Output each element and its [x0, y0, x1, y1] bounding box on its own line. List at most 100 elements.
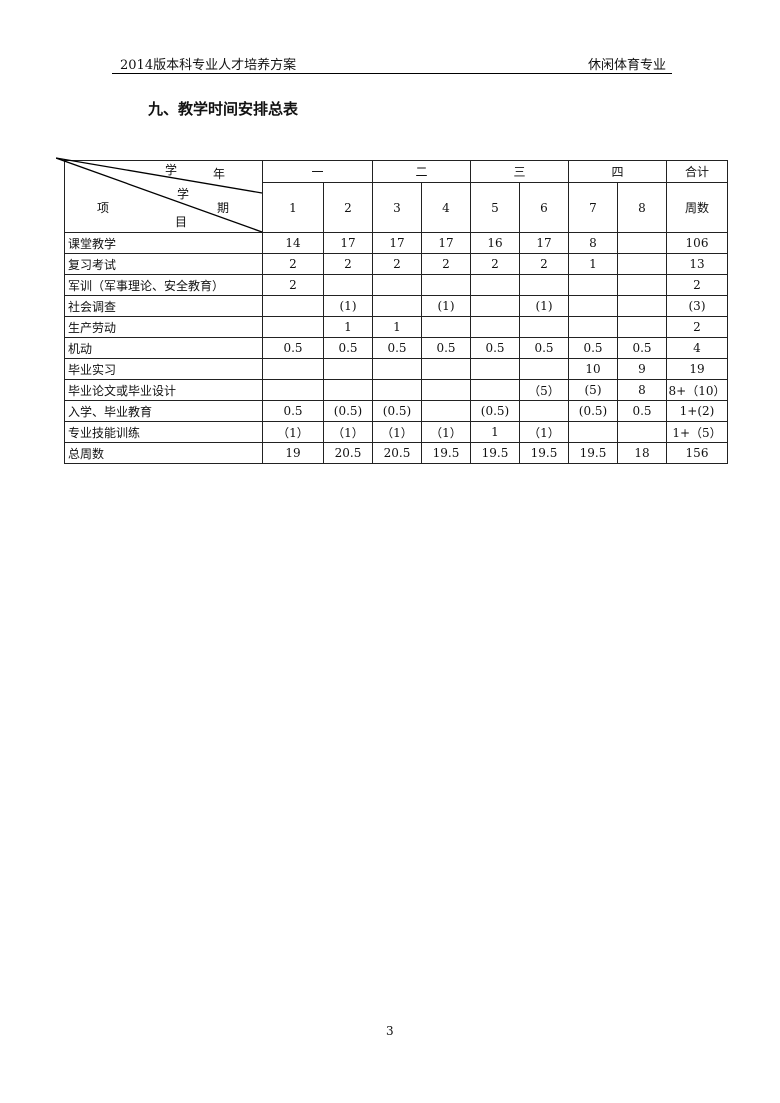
table-cell: 0.5: [372, 337, 422, 359]
row-label: 专业技能训练: [64, 421, 263, 443]
table-cell: 19: [666, 358, 728, 380]
corner-term2: 期: [217, 201, 230, 215]
row-label: 总周数: [64, 442, 263, 464]
table-cell: 19.5: [519, 442, 569, 464]
table-cell: [568, 421, 618, 443]
table-cell: 2: [372, 253, 422, 275]
table-cell: [617, 253, 667, 275]
row-label: 军训（军事理论、安全教育）: [64, 274, 263, 296]
table-cell: [617, 316, 667, 338]
table-cell: [323, 274, 373, 296]
table-cell: (1): [323, 295, 373, 317]
table-cell: [568, 274, 618, 296]
table-cell: （1）: [421, 421, 471, 443]
table-cell: (0.5): [372, 400, 422, 422]
section-title: 九、教学时间安排总表: [148, 100, 299, 118]
table-cell: 2: [666, 316, 728, 338]
table-cell: 14: [262, 232, 324, 254]
term-header: 6: [519, 182, 569, 233]
table-cell: [372, 295, 422, 317]
table-cell: 19: [262, 442, 324, 464]
table-row: 课堂教学 14 17 17 17 16 17 8 106: [64, 232, 728, 254]
table-cell: [421, 274, 471, 296]
table-cell: (0.5): [568, 400, 618, 422]
table-cell: [617, 295, 667, 317]
table-cell: [519, 400, 569, 422]
table-cell: [372, 379, 422, 401]
row-label: 复习考试: [64, 253, 263, 275]
table-cell: 0.5: [568, 337, 618, 359]
header-right: 休闲体育专业: [588, 58, 667, 73]
table-cell: (0.5): [323, 400, 373, 422]
table-cell: 20.5: [372, 442, 422, 464]
table-cell: （1）: [323, 421, 373, 443]
table-cell: 8: [568, 232, 618, 254]
table-cell: (5): [568, 379, 618, 401]
table-cell: [421, 316, 471, 338]
row-label: 毕业论文或毕业设计: [64, 379, 263, 401]
table-row: 总周数 19 20.5 20.5 19.5 19.5 19.5 19.5 18 156: [64, 442, 728, 464]
table-cell: 20.5: [323, 442, 373, 464]
table-cell: 19.5: [421, 442, 471, 464]
table-cell: [470, 274, 520, 296]
row-label: 机动: [64, 337, 263, 359]
table-cell: [617, 274, 667, 296]
table-cell: (0.5): [470, 400, 520, 422]
table-row: 复习考试 2 2 2 2 2 2 1 13: [64, 253, 728, 275]
table-row: 军训（军事理论、安全教育） 2 2: [64, 274, 728, 296]
table-row: 毕业实习 10 9 19: [64, 358, 728, 380]
table-cell: 2: [262, 274, 324, 296]
table-cell: 2: [323, 253, 373, 275]
table-row: 专业技能训练 （1） （1） （1） （1） 1 （1） 1+（5）: [64, 421, 728, 443]
corner-year: 学: [165, 163, 178, 177]
table-cell: [617, 232, 667, 254]
year-3: 三: [470, 160, 569, 183]
table-cell: 0.5: [421, 337, 471, 359]
header-rule: [112, 73, 672, 74]
year-row: 学 年 学 期 项 目 一 二 三 四 合计: [64, 160, 728, 233]
schedule-table: 学 年 学 期 项 目 一 二 三 四 合计 1 2 3 4 5 6 7 8 周数 课堂教学 14…: [64, 160, 728, 464]
table-cell: 19.5: [568, 442, 618, 464]
table-cell: 0.5: [262, 400, 324, 422]
term-header: 周数: [666, 182, 728, 233]
corner-item: 项: [97, 201, 110, 215]
table-cell: [262, 316, 324, 338]
term-header: 1: [262, 182, 324, 233]
table-cell: [372, 274, 422, 296]
row-label: 毕业实习: [64, 358, 263, 380]
table-row: 生产劳动 1 1 2: [64, 316, 728, 338]
table-cell: 18: [617, 442, 667, 464]
term-header: 4: [421, 182, 471, 233]
diagonal-header-lines: [56, 157, 263, 233]
table-cell: 2: [666, 274, 728, 296]
table-cell: （1）: [262, 421, 324, 443]
table-cell: 0.5: [262, 337, 324, 359]
table-cell: 16: [470, 232, 520, 254]
year-2: 二: [372, 160, 471, 183]
total-header: 合计: [666, 160, 728, 183]
table-cell: [470, 316, 520, 338]
table-cell: 1: [323, 316, 373, 338]
table-cell: [470, 358, 520, 380]
table-cell: [470, 295, 520, 317]
table-cell: 2: [470, 253, 520, 275]
table-cell: 8: [617, 379, 667, 401]
table-cell: [421, 358, 471, 380]
table-cell: [617, 421, 667, 443]
table-cell: 2: [421, 253, 471, 275]
table-cell: （1）: [372, 421, 422, 443]
table-cell: 10: [568, 358, 618, 380]
table-cell: [421, 400, 471, 422]
table-cell: 19.5: [470, 442, 520, 464]
table-cell: 17: [372, 232, 422, 254]
term-header: 5: [470, 182, 520, 233]
table-cell: 2: [262, 253, 324, 275]
table-cell: [323, 358, 373, 380]
table-cell: 1+(2): [666, 400, 728, 422]
table-cell: 17: [519, 232, 569, 254]
table-cell: 156: [666, 442, 728, 464]
table-row: 毕业论文或毕业设计 （5） (5) 8 8+（10）: [64, 379, 728, 401]
table-cell: 13: [666, 253, 728, 275]
page-number: 3: [386, 1024, 394, 1038]
